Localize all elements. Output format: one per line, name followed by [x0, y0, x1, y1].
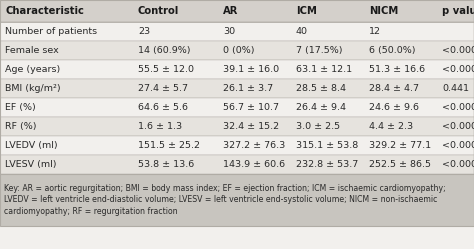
- Text: 28.4 ± 4.7: 28.4 ± 4.7: [369, 84, 419, 93]
- Text: 30: 30: [223, 27, 235, 36]
- Text: EF (%): EF (%): [5, 103, 36, 112]
- Text: 26.1 ± 3.7: 26.1 ± 3.7: [223, 84, 273, 93]
- Text: 55.5 ± 12.0: 55.5 ± 12.0: [138, 65, 194, 74]
- Text: 252.5 ± 86.5: 252.5 ± 86.5: [369, 160, 431, 169]
- Text: 0 (0%): 0 (0%): [223, 46, 255, 55]
- Text: p value: p value: [442, 6, 474, 16]
- Bar: [0, 117, 474, 136]
- Text: <0.0001: <0.0001: [442, 141, 474, 150]
- Text: LVESV (ml): LVESV (ml): [5, 160, 56, 169]
- Bar: [0, 98, 474, 117]
- Text: 56.7 ± 10.7: 56.7 ± 10.7: [223, 103, 279, 112]
- Bar: [0, 155, 474, 174]
- Text: <0.0001: <0.0001: [442, 160, 474, 169]
- Bar: [0, 0, 474, 22]
- Text: 329.2 ± 77.1: 329.2 ± 77.1: [369, 141, 431, 150]
- Bar: [0, 60, 474, 79]
- Text: 32.4 ± 15.2: 32.4 ± 15.2: [223, 122, 279, 131]
- Text: <0.0001: <0.0001: [442, 122, 474, 131]
- Text: Age (years): Age (years): [5, 65, 60, 74]
- Text: 151.5 ± 25.2: 151.5 ± 25.2: [138, 141, 200, 150]
- Text: Key: AR = aortic regurgitation; BMI = body mass index; EF = ejection fraction; I: Key: AR = aortic regurgitation; BMI = bo…: [4, 184, 446, 216]
- Text: 4.4 ± 2.3: 4.4 ± 2.3: [369, 122, 413, 131]
- Text: BMI (kg/m²): BMI (kg/m²): [5, 84, 61, 93]
- Text: 14 (60.9%): 14 (60.9%): [138, 46, 191, 55]
- Text: 27.4 ± 5.7: 27.4 ± 5.7: [138, 84, 188, 93]
- Text: RF (%): RF (%): [5, 122, 36, 131]
- Text: 39.1 ± 16.0: 39.1 ± 16.0: [223, 65, 279, 74]
- Text: <0.0001: <0.0001: [442, 46, 474, 55]
- Text: Number of patients: Number of patients: [5, 27, 97, 36]
- Text: ICM: ICM: [296, 6, 317, 16]
- Bar: [0, 79, 474, 98]
- Text: 7 (17.5%): 7 (17.5%): [296, 46, 343, 55]
- Text: Characteristic: Characteristic: [5, 6, 84, 16]
- Text: AR: AR: [223, 6, 238, 16]
- Text: 28.5 ± 8.4: 28.5 ± 8.4: [296, 84, 346, 93]
- Text: 63.1 ± 12.1: 63.1 ± 12.1: [296, 65, 352, 74]
- Text: 1.6 ± 1.3: 1.6 ± 1.3: [138, 122, 182, 131]
- Text: Control: Control: [138, 6, 179, 16]
- Text: 143.9 ± 60.6: 143.9 ± 60.6: [223, 160, 285, 169]
- Text: <0.0001: <0.0001: [442, 103, 474, 112]
- Text: 6 (50.0%): 6 (50.0%): [369, 46, 416, 55]
- Bar: [0, 41, 474, 60]
- Text: 12: 12: [369, 27, 381, 36]
- Text: 315.1 ± 53.8: 315.1 ± 53.8: [296, 141, 358, 150]
- Text: Female sex: Female sex: [5, 46, 59, 55]
- Text: 26.4 ± 9.4: 26.4 ± 9.4: [296, 103, 346, 112]
- Bar: [0, 22, 474, 41]
- Text: 23: 23: [138, 27, 150, 36]
- Text: 51.3 ± 16.6: 51.3 ± 16.6: [369, 65, 425, 74]
- Text: 0.441: 0.441: [442, 84, 469, 93]
- Text: 64.6 ± 5.6: 64.6 ± 5.6: [138, 103, 188, 112]
- Text: 232.8 ± 53.7: 232.8 ± 53.7: [296, 160, 358, 169]
- Text: NICM: NICM: [369, 6, 398, 16]
- Text: 40: 40: [296, 27, 308, 36]
- Text: 53.8 ± 13.6: 53.8 ± 13.6: [138, 160, 194, 169]
- Text: <0.0001: <0.0001: [442, 65, 474, 74]
- Text: 3.0 ± 2.5: 3.0 ± 2.5: [296, 122, 340, 131]
- Text: 327.2 ± 76.3: 327.2 ± 76.3: [223, 141, 285, 150]
- Text: 24.6 ± 9.6: 24.6 ± 9.6: [369, 103, 419, 112]
- Bar: [0, 136, 474, 155]
- Text: LVEDV (ml): LVEDV (ml): [5, 141, 58, 150]
